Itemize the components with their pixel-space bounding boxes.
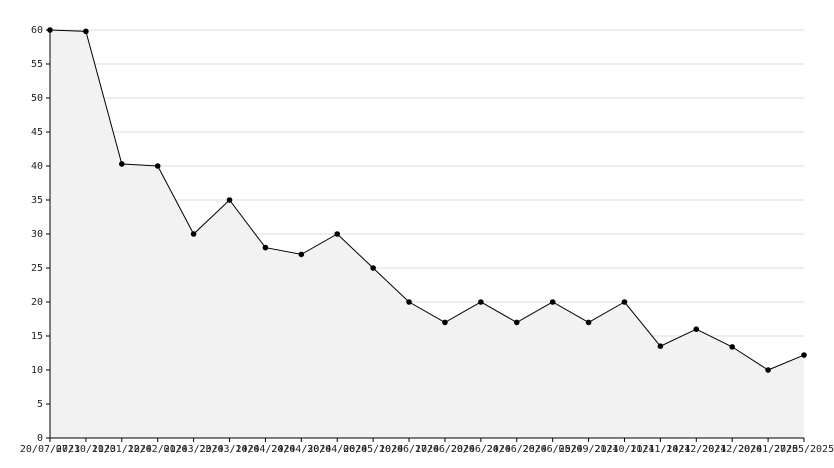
x-tick-label: 07/10/2023 bbox=[56, 444, 116, 455]
y-tick-label: 5 bbox=[37, 399, 43, 410]
x-tick-label: 12/02/2024 bbox=[128, 444, 188, 455]
y-tick-label: 25 bbox=[31, 263, 43, 274]
y-tick-label: 0 bbox=[37, 433, 43, 444]
marker bbox=[549, 299, 556, 305]
area bbox=[50, 30, 804, 438]
y-tick-label: 10 bbox=[31, 365, 43, 376]
marker bbox=[729, 344, 735, 350]
marker bbox=[154, 163, 161, 169]
x-tick-label: 01/03/2024 bbox=[164, 444, 224, 455]
x-tick-label: 11/01/2024 bbox=[92, 444, 152, 455]
y-tick-label: 20 bbox=[31, 297, 43, 308]
marker bbox=[190, 231, 197, 237]
x-tick-label: 20/01/2025 bbox=[738, 444, 798, 455]
y-tick-label: 50 bbox=[31, 93, 43, 104]
marker bbox=[621, 299, 628, 305]
x-tick-label: 20/12/2024 bbox=[702, 444, 762, 455]
y-tick-label: 35 bbox=[31, 195, 43, 206]
x-tick-label: 11/11/2024 bbox=[630, 444, 690, 455]
marker bbox=[262, 244, 269, 251]
x-tick-label: 24/06/2024 bbox=[487, 444, 547, 455]
x-tick-label: 20/06/2024 bbox=[451, 444, 511, 455]
x-tick-label: 26/06/2024 bbox=[523, 444, 583, 455]
y-tick-label: 60 bbox=[31, 25, 43, 36]
x-tick-label: 10/06/2024 bbox=[379, 444, 439, 455]
x-tick-label: 27/05/2025 bbox=[774, 444, 834, 455]
marker bbox=[406, 299, 412, 305]
x-tick-label: 23/03/2024 bbox=[199, 444, 259, 455]
marker bbox=[693, 326, 700, 333]
x-tick-label: 14/12/2024 bbox=[666, 444, 726, 455]
marker bbox=[370, 265, 376, 271]
y-tick-label: 55 bbox=[31, 59, 43, 70]
y-tick-label: 40 bbox=[31, 161, 43, 172]
x-tick-label: 05/09/2024 bbox=[558, 444, 618, 455]
x-tick-label: 24/04/2024 bbox=[271, 444, 331, 455]
y-tick-label: 45 bbox=[31, 127, 43, 138]
marker bbox=[442, 319, 448, 326]
marker bbox=[585, 319, 592, 326]
marker bbox=[119, 161, 125, 167]
line bbox=[49, 29, 805, 371]
x-tick-label: 06/05/2024 bbox=[343, 444, 403, 455]
y-tick-label: 30 bbox=[31, 229, 43, 240]
marker bbox=[657, 343, 664, 350]
marker bbox=[298, 251, 305, 258]
x-tick-label: 30/04/2024 bbox=[307, 444, 367, 455]
marker bbox=[334, 231, 341, 237]
marker bbox=[801, 352, 807, 358]
marker bbox=[226, 197, 233, 203]
x-tick-label: 21/10/2024 bbox=[594, 444, 654, 455]
x-tick-label: 14/04/2024 bbox=[235, 444, 295, 455]
marker bbox=[513, 319, 520, 326]
marker bbox=[83, 28, 89, 35]
y-tick-label: 15 bbox=[31, 331, 43, 342]
x-tick-label: 20/07/2023 bbox=[20, 444, 80, 455]
marker bbox=[765, 367, 771, 373]
marker bbox=[478, 299, 484, 305]
x-tick-label: 17/06/2024 bbox=[415, 444, 475, 455]
